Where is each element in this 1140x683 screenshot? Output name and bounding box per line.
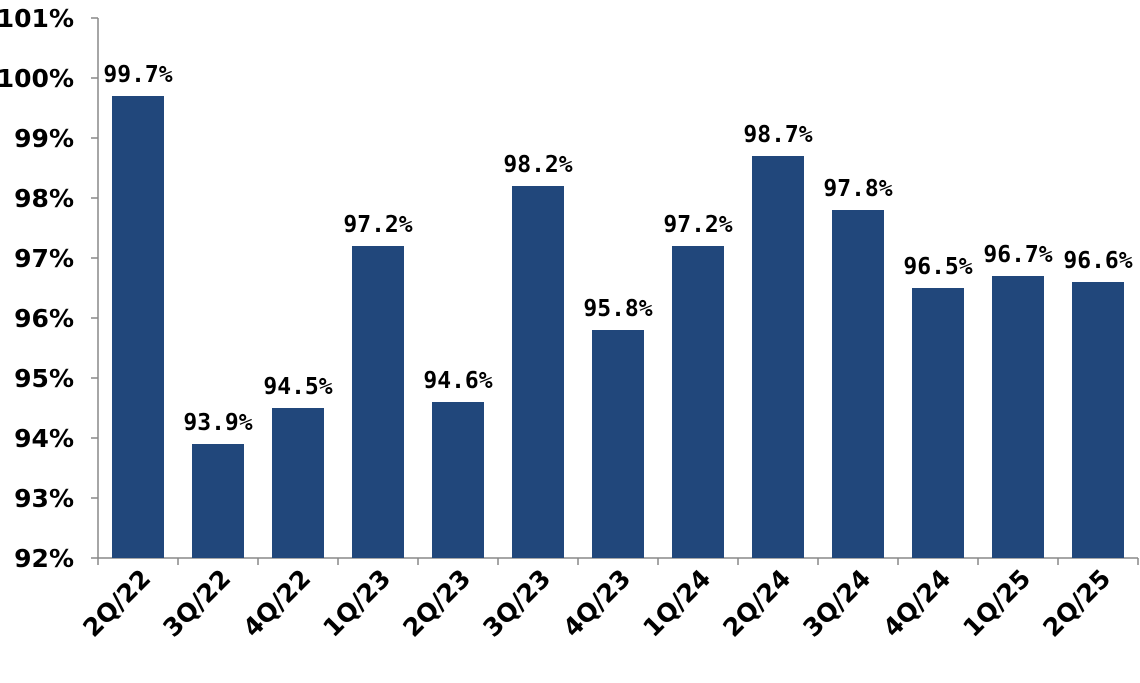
- bar-4q-24: [912, 288, 964, 558]
- data-label: 97.2%: [663, 212, 732, 238]
- data-label: 97.8%: [823, 176, 892, 202]
- x-tick-label: 4Q/22: [237, 564, 316, 643]
- y-tick-label: 99%: [14, 124, 74, 153]
- y-tick-label: 93%: [14, 484, 74, 513]
- data-label: 99.7%: [103, 62, 172, 88]
- data-label: 93.9%: [183, 410, 252, 436]
- bar-3q-23: [512, 186, 564, 558]
- data-label: 96.7%: [983, 242, 1052, 268]
- bar-3q-22: [192, 444, 244, 558]
- data-label: 94.5%: [263, 374, 332, 400]
- x-tick-label: 1Q/24: [637, 564, 716, 643]
- y-axis: 92% 93% 94% 95% 96% 97% 98% 99% 100% 101%: [0, 4, 99, 573]
- x-tick-label: 2Q/24: [717, 564, 796, 643]
- bar-2q-23: [432, 402, 484, 558]
- x-tick-label: 4Q/23: [557, 564, 636, 643]
- x-tick-label: 1Q/23: [317, 564, 396, 643]
- data-label: 97.2%: [343, 212, 412, 238]
- bar-2q-22: [112, 96, 164, 558]
- y-tick-label: 92%: [14, 544, 74, 573]
- data-label: 95.8%: [583, 296, 652, 322]
- y-tick-label: 98%: [14, 184, 74, 213]
- x-tick-label: 2Q/25: [1037, 564, 1116, 643]
- bar-4q-22: [272, 408, 324, 558]
- x-tick-label: 2Q/23: [397, 564, 476, 643]
- y-tick-label: 95%: [14, 364, 74, 393]
- data-label: 96.5%: [903, 254, 972, 280]
- data-labels: 99.7% 93.9% 94.5% 97.2% 94.6% 98.2% 95.8% 97.2%…: [103, 62, 1132, 436]
- y-tick-label: 94%: [14, 424, 74, 453]
- y-tick-label: 100%: [0, 64, 74, 93]
- x-tick-label: 3Q/24: [797, 564, 876, 643]
- y-tick-label: 97%: [14, 244, 74, 273]
- data-label: 98.2%: [503, 152, 572, 178]
- bar-3q-24: [832, 210, 884, 558]
- bars: [112, 96, 1124, 558]
- bar-1q-25: [992, 276, 1044, 558]
- bar-2q-25: [1072, 282, 1124, 558]
- bar-2q-24: [752, 156, 804, 558]
- bar-1q-24: [672, 246, 724, 558]
- x-tick-label: 1Q/25: [957, 564, 1036, 643]
- x-tick-label: 4Q/24: [877, 564, 956, 643]
- y-tick-label: 101%: [0, 4, 74, 33]
- bar-1q-23: [352, 246, 404, 558]
- x-tick-label: 2Q/22: [77, 564, 156, 643]
- x-tick-label: 3Q/23: [477, 564, 556, 643]
- x-tick-label: 3Q/22: [157, 564, 236, 643]
- data-label: 94.6%: [423, 368, 492, 394]
- y-tick-label: 96%: [14, 304, 74, 333]
- data-label: 98.7%: [743, 122, 812, 148]
- data-label: 96.6%: [1063, 248, 1132, 274]
- x-axis: 2Q/22 3Q/22 4Q/22 1Q/23 2Q/23 3Q/23 4Q/23 1Q/24…: [77, 557, 1139, 643]
- bar-4q-23: [592, 330, 644, 558]
